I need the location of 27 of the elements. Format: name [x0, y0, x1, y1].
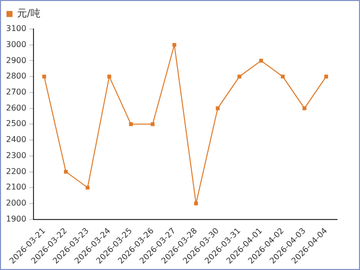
- point: [64, 170, 68, 174]
- y-tick-label: 2800: [6, 72, 26, 81]
- point: [302, 106, 306, 110]
- y-tick-label: 2300: [6, 150, 26, 160]
- y-tick-label: 2500: [6, 119, 26, 128]
- point: [194, 202, 198, 206]
- point: [324, 74, 328, 78]
- y-tick-label: 2400: [6, 135, 26, 144]
- point: [259, 58, 264, 63]
- point: [107, 74, 112, 78]
- point: [150, 122, 155, 126]
- y-tick-label: 2100: [6, 182, 26, 192]
- y-tick-label: 2900: [6, 56, 26, 65]
- y-tick-label: 1900: [6, 214, 26, 224]
- point: [172, 42, 176, 47]
- y-tick-label: 2700: [6, 88, 26, 97]
- point: [86, 186, 90, 190]
- y-tick-label: 2200: [6, 166, 26, 176]
- y-tick-label: 3000: [6, 40, 26, 49]
- point: [280, 74, 285, 78]
- point: [129, 122, 133, 126]
- y-tick-label: 3100: [6, 24, 26, 34]
- y-tick-label: 2000: [6, 198, 26, 208]
- legend-label: 元/吨: [17, 8, 40, 20]
- y-tick-label: 2600: [6, 103, 26, 112]
- point: [237, 74, 242, 78]
- point: [42, 74, 46, 78]
